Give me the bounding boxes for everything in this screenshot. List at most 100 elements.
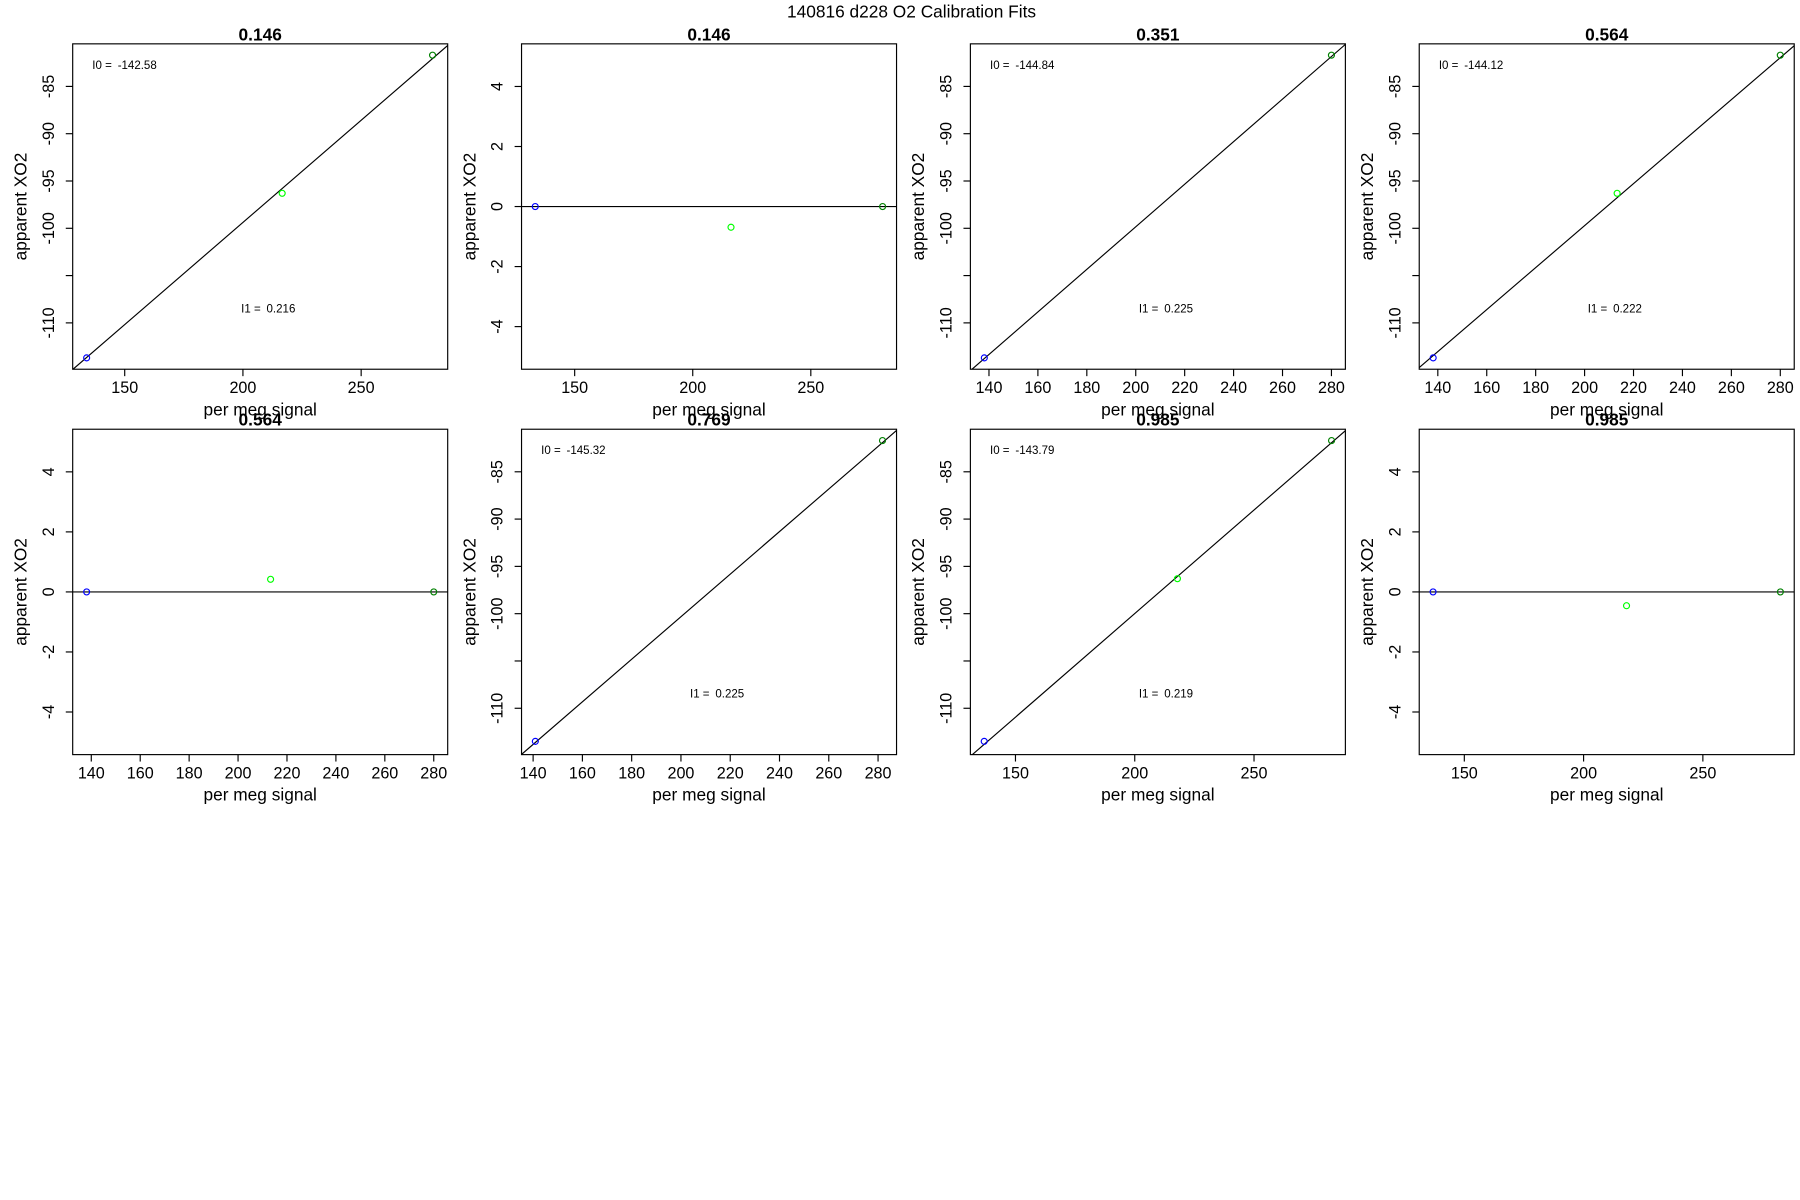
y-tick-label: -110 [40,307,58,338]
fit-line [971,430,1346,755]
point [1429,354,1437,362]
x-tick-label: 200 [1570,764,1597,782]
y-axis-label: apparent XO2 [10,538,30,646]
x-tick-label: 160 [127,764,154,782]
x-tick-label: 180 [176,764,203,782]
y-tick-label: 4 [489,82,507,91]
x-tick-label: 140 [520,764,547,782]
x-axis-label: per meg signal [652,399,765,419]
plot-area [1419,45,1795,369]
y-tick-label: -100 [938,212,956,244]
x-tick-label: 250 [797,379,824,397]
x-tick-label: 160 [569,764,596,782]
x-axis-label: per meg signal [652,785,765,805]
fit-line [521,430,897,755]
figure-title: 140816 d228 O2 Calibration Fits [787,1,1036,21]
y-tick-label: 2 [1386,527,1404,536]
panel-title: 0.985 [1136,410,1180,430]
y-tick-label: -95 [1386,169,1404,192]
y-tick-label: -100 [40,212,58,244]
slope-value: 0.225 [1164,303,1193,315]
y-tick-label: -110 [938,307,956,338]
y-tick-label: -95 [938,169,956,192]
slope-value: 0.225 [715,689,744,701]
x-tick-label: 200 [1571,379,1598,397]
x-tick-label: 150 [1002,764,1029,782]
y-tick-label: -2 [1386,645,1404,659]
y-tick-label: -110 [489,693,507,724]
panel: 0.985 per meg signal apparent XO2 150 200 250… [908,410,1346,805]
x-tick-label: 280 [865,764,892,782]
panel-title: 0.985 [1585,410,1629,430]
x-tick-label: 280 [1767,379,1794,397]
x-axis-label: per meg signal [1101,399,1214,419]
fit-line [971,43,1346,370]
x-tick-label: 140 [976,379,1003,397]
point [727,223,735,231]
x-tick-label: 260 [1269,379,1296,397]
plot-frame [72,43,449,370]
x-tick-label: 240 [1220,379,1247,397]
y-tick-label: -100 [489,598,507,630]
point [83,588,91,596]
plot-area [971,43,1346,370]
y-tick-label: -90 [40,122,58,145]
panel: 0.769 per meg signal apparent XO2 140 160 180… [459,410,898,805]
x-tick-label: 200 [229,379,256,397]
point [267,575,275,583]
point [83,354,91,362]
point [980,354,988,362]
x-tick-label: 250 [1241,764,1268,782]
slope-label: I1 = [690,689,710,701]
y-tick-label: -90 [1386,122,1404,145]
y-axis-label: apparent XO2 [908,153,928,261]
slope-value: 0.216 [267,303,296,315]
y-tick-label: -85 [489,460,507,483]
x-tick-label: 260 [1718,379,1745,397]
x-tick-label: 220 [1620,379,1647,397]
x-tick-label: 240 [1669,379,1696,397]
y-tick-label: -85 [938,75,956,98]
panel: 0.564 per meg signal apparent XO2 140 160 180… [10,410,449,805]
point [879,202,887,211]
x-tick-label: 140 [1424,379,1451,397]
plot-area [521,430,897,755]
intercept-value: -144.84 [1015,60,1055,72]
point [878,437,887,445]
y-axis-label: apparent XO2 [908,538,928,646]
panel-title: 0.564 [239,410,283,430]
intercept-label: I0 = [990,60,1010,72]
y-tick-label: -85 [1386,75,1404,98]
y-tick-label: -4 [1386,705,1404,719]
plot-area [72,45,448,370]
point [1776,588,1784,596]
y-tick-label: -95 [40,169,58,192]
y-axis-label: apparent XO2 [1357,538,1377,646]
x-tick-label: 200 [667,764,694,782]
point [1613,189,1621,197]
point [430,588,438,596]
y-tick-label: 4 [40,467,58,476]
panel-title: 0.564 [1585,24,1629,44]
x-tick-label: 200 [679,379,706,397]
x-axis-label: per meg signal [1550,399,1663,419]
y-tick-label: 4 [1386,467,1404,476]
point [531,737,539,745]
x-tick-label: 160 [1024,379,1051,397]
point [278,189,286,197]
point [1173,575,1182,583]
y-tick-label: 2 [489,142,507,151]
x-tick-label: 200 [1121,764,1148,782]
fit-line [72,45,448,370]
y-tick-label: -100 [938,598,956,630]
y-tick-label: -95 [489,555,507,578]
y-tick-label: 2 [40,527,58,536]
intercept-label: I0 = [541,445,561,457]
panel-title: 0.146 [239,24,282,44]
point [428,51,437,59]
plot-frame [520,428,898,756]
slope-label: I1 = [241,303,261,315]
y-tick-label: -4 [489,319,507,333]
point [1327,51,1336,59]
